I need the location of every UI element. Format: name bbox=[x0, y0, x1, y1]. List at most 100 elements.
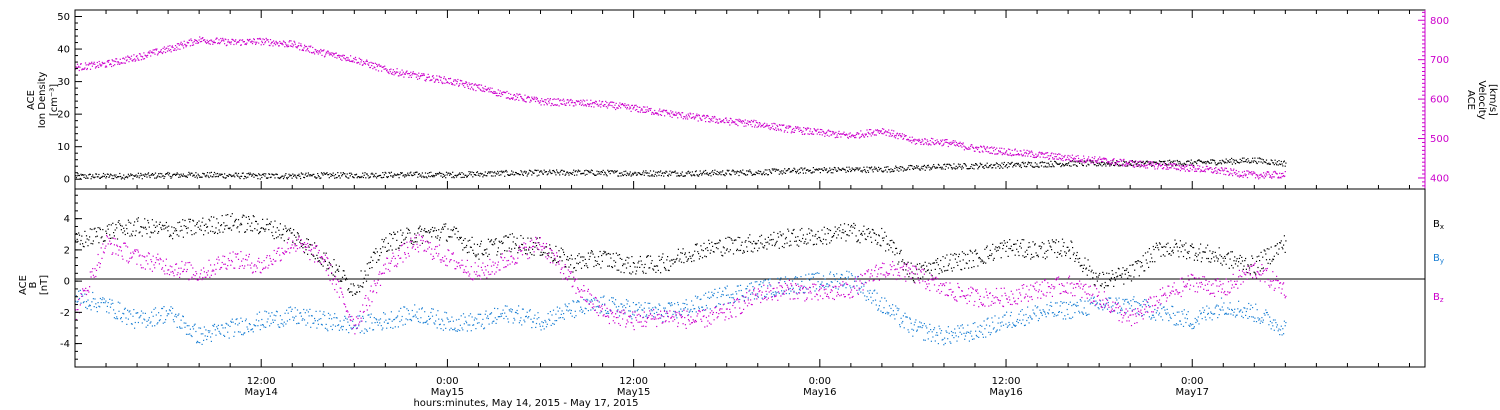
data-point bbox=[495, 172, 497, 174]
data-point bbox=[617, 254, 619, 256]
data-point bbox=[1023, 256, 1026, 258]
data-point bbox=[265, 177, 268, 179]
data-point bbox=[1226, 162, 1228, 164]
data-point bbox=[1214, 160, 1216, 162]
data-point bbox=[286, 45, 288, 47]
data-point bbox=[1253, 172, 1255, 174]
data-point bbox=[156, 225, 158, 227]
data-point bbox=[670, 110, 672, 112]
data-point bbox=[306, 49, 308, 51]
data-point bbox=[633, 106, 635, 108]
data-point bbox=[570, 264, 572, 266]
data-point bbox=[234, 219, 236, 222]
data-point bbox=[110, 224, 112, 226]
data-point bbox=[174, 230, 176, 232]
data-point bbox=[304, 46, 306, 48]
data-point bbox=[826, 134, 828, 136]
data-point bbox=[216, 218, 218, 220]
data-point bbox=[530, 100, 532, 102]
data-point bbox=[1013, 164, 1015, 166]
data-point bbox=[1136, 262, 1138, 265]
y-tick-label-right: 600 bbox=[1430, 95, 1449, 106]
data-point bbox=[220, 225, 222, 227]
data-point bbox=[824, 135, 826, 137]
data-point bbox=[81, 174, 83, 176]
data-point bbox=[264, 41, 267, 43]
data-point bbox=[870, 236, 872, 238]
data-point bbox=[1092, 272, 1095, 274]
data-point bbox=[113, 232, 115, 234]
data-point bbox=[456, 81, 458, 83]
data-point bbox=[838, 130, 840, 132]
data-point bbox=[562, 103, 564, 105]
data-point bbox=[144, 173, 146, 175]
data-point bbox=[753, 173, 756, 175]
data-point bbox=[786, 131, 789, 133]
data-point bbox=[994, 164, 996, 166]
data-point bbox=[111, 65, 113, 68]
data-point bbox=[1027, 253, 1029, 255]
data-point bbox=[424, 231, 427, 233]
data-point bbox=[500, 170, 503, 172]
data-point bbox=[567, 172, 569, 174]
data-point bbox=[561, 169, 563, 171]
data-point bbox=[397, 247, 399, 249]
data-point bbox=[1024, 152, 1026, 154]
data-point bbox=[217, 222, 219, 224]
data-point bbox=[1047, 249, 1049, 251]
data-point bbox=[598, 263, 600, 266]
data-point bbox=[617, 107, 619, 109]
data-point bbox=[542, 173, 544, 175]
data-point bbox=[166, 47, 168, 49]
data-point bbox=[182, 175, 184, 177]
data-point bbox=[1189, 170, 1191, 172]
data-point bbox=[1047, 166, 1049, 168]
data-point bbox=[427, 241, 429, 243]
data-point bbox=[677, 254, 679, 256]
data-point bbox=[979, 258, 981, 260]
data-point bbox=[723, 119, 725, 121]
data-point bbox=[791, 128, 794, 130]
data-point bbox=[1077, 258, 1079, 260]
data-point bbox=[768, 127, 770, 129]
data-point bbox=[76, 238, 78, 240]
data-point bbox=[633, 172, 635, 174]
data-point bbox=[1153, 164, 1155, 166]
data-point bbox=[687, 258, 690, 260]
data-point bbox=[1277, 177, 1279, 179]
data-point bbox=[930, 168, 932, 170]
data-point bbox=[772, 128, 774, 130]
data-point bbox=[660, 175, 662, 177]
data-point bbox=[279, 177, 281, 180]
data-point bbox=[526, 175, 528, 177]
data-point bbox=[989, 165, 991, 167]
data-point bbox=[309, 46, 311, 48]
data-point bbox=[1148, 248, 1150, 250]
data-point bbox=[889, 240, 891, 242]
data-point bbox=[136, 55, 138, 57]
data-point bbox=[877, 170, 879, 172]
data-point bbox=[420, 75, 422, 77]
data-point bbox=[928, 262, 930, 264]
data-point bbox=[624, 263, 626, 265]
data-point bbox=[109, 173, 112, 175]
data-point bbox=[793, 131, 795, 133]
data-point bbox=[145, 228, 147, 230]
data-point bbox=[331, 272, 333, 275]
data-point bbox=[941, 271, 943, 273]
data-point bbox=[207, 232, 209, 234]
data-point bbox=[927, 164, 929, 166]
data-point bbox=[970, 166, 972, 168]
data-point bbox=[193, 174, 195, 176]
data-point bbox=[741, 122, 743, 124]
data-point bbox=[804, 133, 806, 135]
data-point bbox=[899, 166, 901, 168]
data-point bbox=[734, 123, 736, 125]
data-point bbox=[568, 174, 570, 176]
data-point bbox=[701, 174, 703, 176]
data-point bbox=[515, 95, 517, 97]
data-point bbox=[140, 226, 143, 228]
data-point bbox=[585, 105, 587, 107]
data-point bbox=[791, 130, 793, 132]
data-point bbox=[1192, 165, 1194, 167]
